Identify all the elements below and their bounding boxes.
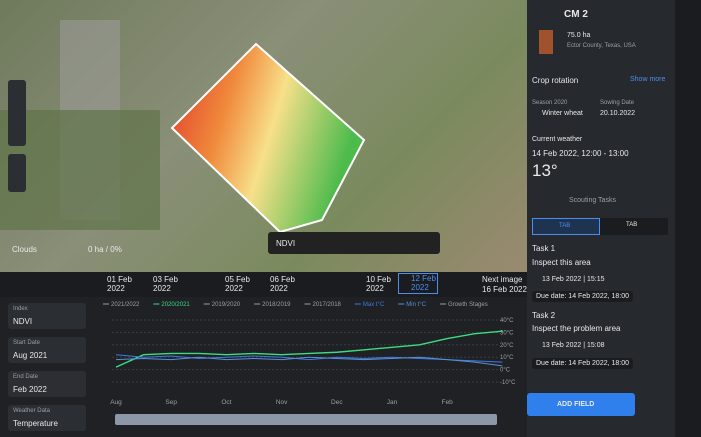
legend-label: 2020/2021 (161, 302, 190, 308)
series-line (115, 330, 503, 368)
date[interactable]: 10 Feb 2022 (366, 275, 391, 293)
location: Ector County, Texas, USA (567, 43, 636, 49)
sowing-date: 20.10.2022 (600, 110, 636, 117)
area: 75.0 ha (567, 32, 591, 39)
y-tick-label: 20°C (500, 343, 514, 349)
clouds-value: 0 ha / 0% (88, 245, 122, 254)
control[interactable]: Index NDVI (8, 303, 86, 329)
add-field-button[interactable]: ADD FIELD (527, 393, 635, 416)
task-desc: Inspect this area (532, 258, 591, 267)
date[interactable]: 06 Feb 2022 (270, 275, 295, 293)
control-label: Start Date (13, 340, 41, 346)
next-date[interactable]: 16 Feb 2022 (482, 285, 527, 294)
map[interactable]: Clouds 0 ha / 0% NDVI (0, 0, 527, 272)
weather-time: 14 Feb 2022, 12:00 - 13:00 (532, 149, 629, 158)
tab-label: TAB (626, 222, 638, 228)
field-title: CM 2 (564, 9, 588, 20)
tab-label: TAB (559, 223, 571, 229)
x-tick-label: Jan (387, 399, 398, 406)
scouting-title: Scouting Tasks (569, 197, 616, 204)
chart: 40°C 30°C 20°C 10°C 0°C -10°C Aug Sep Oct Nov Dec J… (103, 302, 516, 425)
x-tick-label: Dec (331, 399, 343, 406)
crop: Winter wheat (542, 110, 583, 117)
temperature: 13° (532, 161, 558, 180)
task-time: 13 Feb 2022 | 15:08 (542, 342, 605, 349)
date[interactable]: 01 Feb 2022 (107, 275, 132, 293)
x-tick-label: Nov (276, 399, 288, 406)
field-area (0, 110, 160, 230)
index-name: NDVI (276, 239, 296, 248)
y-tick-label: 30°C (500, 330, 514, 336)
weather-title: Current weather (532, 136, 583, 143)
field-ndvi[interactable] (170, 42, 366, 234)
range-scrollbar (115, 414, 497, 425)
side-panel: CM 2 75.0 ha Ector County, Texas, USA Cr… (527, 0, 675, 437)
task-due: Due date: 14 Feb 2022, 18:00 (532, 358, 634, 369)
legend-label: 2021/2022 (111, 302, 140, 308)
button-label: ADD FIELD (557, 401, 595, 408)
legend-label: Max t°C (363, 302, 385, 308)
icon-bar[interactable] (675, 0, 701, 437)
control-label: End Date (13, 374, 39, 380)
task-title[interactable]: Task 2 (532, 311, 556, 320)
control-value: NDVI (13, 317, 33, 326)
control-label: Index (13, 306, 28, 312)
control[interactable]: End Date Feb 2022 (8, 371, 86, 397)
map-overlay (0, 20, 366, 234)
control[interactable]: Start Date Aug 2021 (8, 337, 86, 363)
x-tick-label: Sep (165, 399, 177, 406)
section-title: Crop rotation (532, 76, 579, 85)
date[interactable]: 03 Feb 2022 (153, 275, 178, 293)
season: Season 2020 (532, 100, 568, 106)
task-due: Due date: 14 Feb 2022, 18:00 (532, 291, 634, 302)
task-title[interactable]: Task 1 (532, 244, 556, 253)
control[interactable]: Weather Data Temperature (8, 405, 86, 431)
legend-label: 2018/2019 (262, 302, 291, 308)
index-selector[interactable] (268, 232, 440, 254)
y-tick-label: 10°C (500, 355, 514, 361)
y-tick-label: 0°C (500, 368, 511, 374)
x-tick-label: Aug (110, 399, 122, 406)
legend-label: Min t°C (406, 302, 426, 308)
date-selected[interactable]: 12 Feb 2022 (398, 273, 438, 294)
tab[interactable]: TAB (600, 218, 668, 235)
x-tick-label: Oct (221, 399, 231, 406)
legend-label: 2019/2020 (212, 302, 241, 308)
y-tick-label: -10°C (500, 380, 516, 386)
next-label[interactable]: Next image (482, 275, 523, 284)
series-line (115, 354, 503, 363)
legend-label: Growth Stages (448, 302, 488, 308)
control-value: Temperature (13, 419, 58, 428)
control-value: Aug 2021 (13, 351, 48, 360)
zoom-controls[interactable] (8, 80, 26, 146)
controls: Index NDVI Start Date Aug 2021 End Date Feb… (0, 297, 95, 437)
field-thumb (539, 30, 553, 54)
control-label: Weather Data (13, 408, 50, 414)
series-line (115, 356, 503, 367)
task-time: 13 Feb 2022 | 15:15 (542, 276, 605, 283)
clouds-label: Clouds (12, 245, 37, 254)
x-tick-label: Feb (442, 399, 454, 406)
timeline: 01 Feb 2022 03 Feb 2022 05 Feb 2022 06 F… (0, 272, 527, 297)
date[interactable]: 05 Feb 2022 (225, 275, 250, 293)
y-tick-label: 40°C (500, 318, 514, 324)
tools[interactable] (8, 154, 26, 192)
control-value: Feb 2022 (13, 385, 47, 394)
sowing-label: Sowing Date (600, 100, 635, 106)
task-desc: Inspect the problem area (532, 324, 621, 333)
show-more[interactable]: Show more (630, 76, 666, 83)
tab[interactable]: TAB (532, 218, 600, 235)
legend-label: 2017/2018 (313, 302, 342, 308)
